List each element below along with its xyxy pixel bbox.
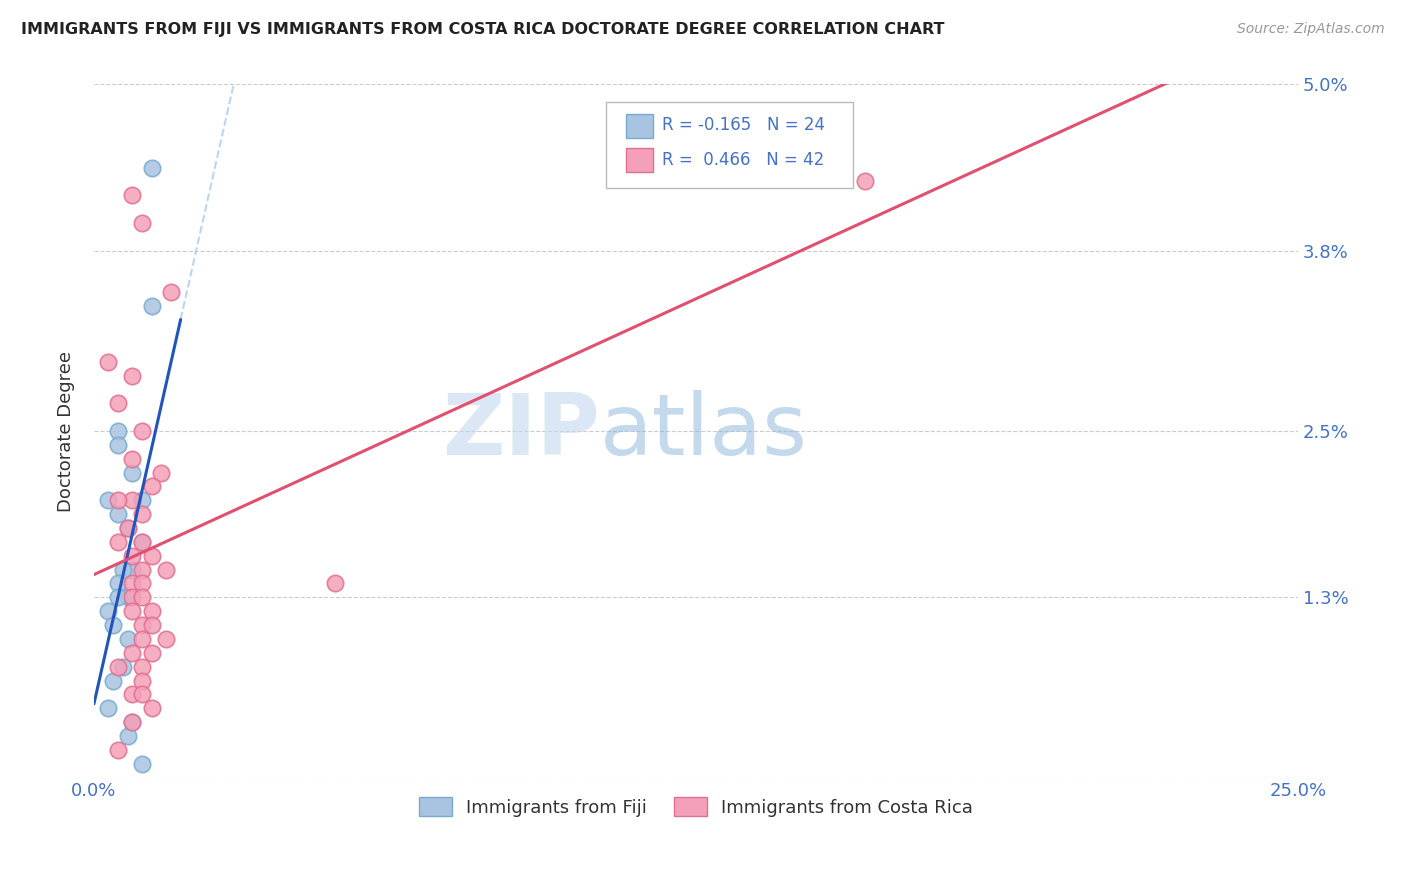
- Point: [107, 659, 129, 673]
- Point: [131, 563, 153, 577]
- Point: [121, 646, 143, 660]
- Point: [131, 591, 153, 605]
- Bar: [626, 113, 652, 137]
- Point: [150, 466, 173, 480]
- Point: [155, 632, 177, 646]
- Point: [323, 576, 346, 591]
- Point: [111, 659, 134, 673]
- Point: [107, 743, 129, 757]
- Point: [131, 687, 153, 701]
- Point: [107, 396, 129, 410]
- Point: [103, 673, 125, 688]
- Text: atlas: atlas: [600, 390, 807, 473]
- Point: [853, 174, 876, 188]
- Point: [141, 549, 163, 563]
- Point: [131, 493, 153, 508]
- Point: [121, 493, 143, 508]
- Point: [107, 576, 129, 591]
- Point: [131, 618, 153, 632]
- Point: [141, 618, 163, 632]
- Point: [111, 563, 134, 577]
- Point: [131, 576, 153, 591]
- Text: R = -0.165   N = 24: R = -0.165 N = 24: [662, 116, 825, 135]
- Point: [107, 493, 129, 508]
- Point: [121, 368, 143, 383]
- Point: [131, 673, 153, 688]
- Point: [117, 591, 139, 605]
- Point: [121, 591, 143, 605]
- Legend: Immigrants from Fiji, Immigrants from Costa Rica: Immigrants from Fiji, Immigrants from Co…: [412, 790, 980, 824]
- Point: [121, 466, 143, 480]
- Point: [107, 535, 129, 549]
- Point: [121, 687, 143, 701]
- Point: [121, 604, 143, 618]
- Point: [141, 701, 163, 715]
- Text: IMMIGRANTS FROM FIJI VS IMMIGRANTS FROM COSTA RICA DOCTORATE DEGREE CORRELATION : IMMIGRANTS FROM FIJI VS IMMIGRANTS FROM …: [21, 22, 945, 37]
- Point: [97, 701, 120, 715]
- Point: [97, 493, 120, 508]
- Point: [121, 576, 143, 591]
- Point: [155, 563, 177, 577]
- Point: [97, 354, 120, 368]
- Point: [103, 618, 125, 632]
- Point: [117, 632, 139, 646]
- Text: Source: ZipAtlas.com: Source: ZipAtlas.com: [1237, 22, 1385, 37]
- Point: [117, 729, 139, 743]
- Point: [121, 549, 143, 563]
- Point: [131, 632, 153, 646]
- Point: [121, 715, 143, 730]
- Point: [107, 438, 129, 452]
- Point: [131, 756, 153, 771]
- Bar: [626, 148, 652, 172]
- Point: [131, 659, 153, 673]
- Y-axis label: Doctorate Degree: Doctorate Degree: [58, 351, 75, 511]
- Point: [141, 479, 163, 493]
- Point: [107, 507, 129, 521]
- Point: [141, 646, 163, 660]
- Point: [131, 535, 153, 549]
- Text: R =  0.466   N = 42: R = 0.466 N = 42: [662, 151, 824, 169]
- Point: [121, 188, 143, 202]
- Point: [121, 563, 143, 577]
- FancyBboxPatch shape: [606, 102, 852, 188]
- Point: [141, 604, 163, 618]
- Point: [117, 521, 139, 535]
- Point: [131, 424, 153, 438]
- Point: [121, 451, 143, 466]
- Point: [117, 521, 139, 535]
- Point: [131, 507, 153, 521]
- Point: [107, 591, 129, 605]
- Point: [107, 424, 129, 438]
- Point: [141, 299, 163, 313]
- Text: ZIP: ZIP: [441, 390, 600, 473]
- Point: [97, 604, 120, 618]
- Point: [121, 715, 143, 730]
- Point: [160, 285, 183, 300]
- Point: [141, 161, 163, 175]
- Point: [131, 216, 153, 230]
- Point: [131, 535, 153, 549]
